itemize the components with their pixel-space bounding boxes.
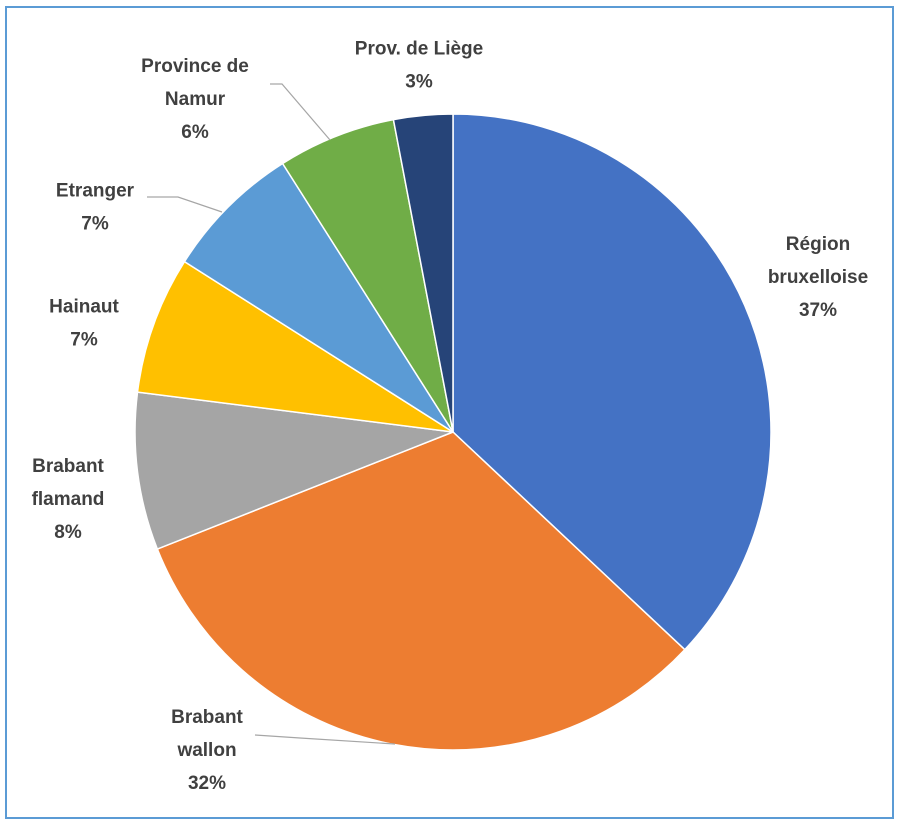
slice-name-label: bruxelloise: [768, 267, 868, 288]
slice-data-label: Prov. de Liège 3%: [355, 39, 483, 93]
slice-name-label: Brabant: [171, 707, 243, 728]
pie-slice: [183, 162, 454, 433]
slice-percent-label: 7%: [70, 330, 98, 351]
slice-data-label: Brabant wallon 32%: [171, 707, 243, 794]
slice-percent-label: 37%: [799, 300, 837, 321]
slice-name-label: Namur: [165, 89, 226, 110]
slice-data-label: Etranger 7%: [56, 181, 135, 235]
slice-name-label: Région: [786, 234, 850, 255]
slice-name-label: Province de: [141, 56, 249, 77]
slice-data-label: Région bruxelloise 37%: [768, 234, 868, 321]
pie-slice: [392, 113, 454, 433]
slice-data-label: Hainaut 7%: [49, 297, 119, 351]
pie-slice: [134, 391, 454, 551]
leader-line: [147, 196, 223, 213]
slice-percent-label: 6%: [181, 122, 209, 143]
leader-line: [270, 83, 331, 141]
pie-slices: [134, 113, 772, 751]
leader-lines: [147, 83, 396, 745]
slice-data-label: Brabant flamand 8%: [32, 456, 105, 543]
slice-labels: Région bruxelloise 37%Brabant wallon 32%Brab…: [32, 39, 869, 795]
slice-percent-label: 8%: [54, 522, 82, 543]
leader-line: [254, 734, 396, 745]
pie-slice: [281, 118, 454, 433]
slice-percent-label: 3%: [405, 72, 433, 93]
slice-name-label: Hainaut: [49, 297, 119, 318]
slice-name-label: Etranger: [56, 181, 135, 202]
slice-percent-label: 32%: [188, 773, 226, 794]
slice-name-label: Brabant: [32, 456, 104, 477]
slice-percent-label: 7%: [81, 214, 109, 235]
pie-slice: [452, 113, 772, 651]
slice-name-label: wallon: [176, 740, 236, 761]
slice-name-label: flamand: [32, 489, 105, 510]
slice-name-label: Prov. de Liège: [355, 39, 483, 60]
slice-data-label: Province de Namur 6%: [141, 56, 249, 143]
pie-slice: [136, 260, 454, 433]
